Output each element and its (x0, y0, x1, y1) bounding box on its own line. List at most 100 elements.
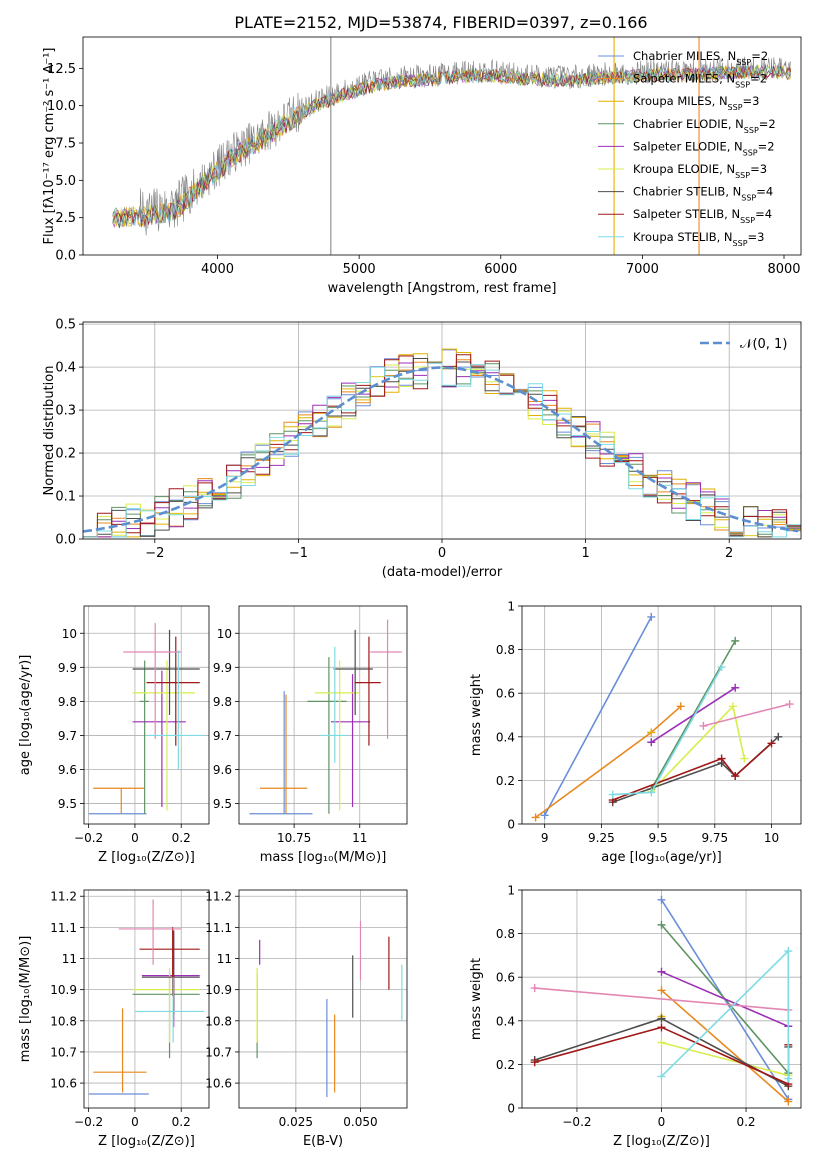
x-tick-label: 0 (438, 546, 446, 561)
y-tick-label: 11.2 (50, 890, 77, 904)
axes-frame (521, 889, 802, 1109)
y-tick-label: 0.2 (496, 1058, 515, 1072)
weight-series-line (661, 971, 789, 1028)
x-tick-label: 6000 (484, 262, 517, 277)
errorbar-point (93, 1008, 147, 1093)
y-tick-label: 9.5 (58, 797, 77, 811)
weight-series-line (661, 1041, 789, 1077)
plot-area (88, 899, 205, 1095)
axes-frame (83, 889, 210, 1109)
axis-ticks: −0.2 0 0.2 10.6 10.7 10.8 10.9 11 11.1 11.2 (50, 890, 190, 1129)
y-tick-label: 0.8 (496, 927, 515, 941)
gaussian-reference-line (83, 366, 799, 533)
y-tick-label: 7.5 (55, 137, 76, 152)
y-tick-label: 9.8 (213, 695, 232, 709)
legend-entry: Chabrier STELIB, NSSP=4 (633, 185, 773, 203)
x-axis-label: Z [log₁₀(Z/Z⊙)] (613, 1134, 710, 1149)
y-tick-label: 10.6 (50, 1077, 77, 1091)
y-tick-label: 0 (507, 1102, 515, 1116)
axis-ticks: −2 −1 0 1 2 0.0 0.1 0.2 0.3 0.4 0.5 (55, 318, 733, 561)
errorbar-point (132, 970, 200, 1059)
y-tick-label: 0.0 (55, 533, 76, 548)
x-tick-label: 9.75 (701, 831, 728, 845)
errorbar-point (118, 899, 182, 965)
y-tick-label: 0.3 (55, 404, 76, 419)
y-tick-label: 9.9 (213, 661, 232, 675)
y-tick-label: 0.2 (55, 447, 76, 462)
panel-mass-vs-Z: −0.2 0 0.2 10.6 10.7 10.8 10.9 11 11.1 11.2 Z [log… (18, 889, 210, 1149)
weight-series (540, 612, 656, 820)
weight-point-marker (784, 947, 793, 956)
x-tick-label: −0.2 (74, 831, 103, 845)
y-tick-label: 9.9 (58, 661, 77, 675)
y-tick-label: 11 (62, 952, 77, 966)
weight-point-marker (657, 1023, 666, 1032)
x-tick-label: 5000 (343, 262, 376, 277)
x-tick-label: 8000 (767, 262, 800, 277)
errorbar-point (249, 691, 313, 815)
y-tick-label: 11.1 (50, 921, 77, 935)
y-tick-label: 0.1 (55, 490, 76, 505)
x-tick-label: −2 (145, 546, 164, 561)
y-tick-label: 0.6 (496, 687, 515, 701)
plot-area (249, 619, 402, 815)
x-tick-label: 4000 (201, 262, 234, 277)
weight-series-line (650, 687, 736, 743)
x-axis-label: mass [log₁₀(M/M⊙)] (260, 850, 387, 865)
errorbar-point (354, 636, 381, 746)
panel-age-vs-Z: −0.2 0 0.2 9.5 9.6 9.7 9.8 9.9 10 Z [log₁₀(Z/Z⊙)]… (18, 605, 210, 865)
plot-area (256, 921, 403, 1098)
panel-residuals: −2 −1 0 1 2 0.0 0.1 0.2 0.3 0.4 0.5 (data-model)/er… (42, 318, 802, 580)
grid-lines (84, 890, 209, 1108)
x-tick-label: 0.025 (279, 1115, 313, 1129)
weight-point-marker (717, 663, 726, 672)
x-tick-label: 0.2 (736, 1115, 755, 1129)
axis-ticks: 10.75 11 9.5 9.6 9.7 9.8 9.9 10 (213, 627, 367, 845)
y-tick-label: 0.4 (496, 730, 515, 744)
y-tick-label: 0.8 (496, 643, 515, 657)
axes-frame (238, 605, 408, 825)
x-axis-label: (data-model)/error (382, 565, 503, 580)
weight-point-marker (647, 738, 656, 747)
weight-series (699, 700, 794, 730)
x-tick-label: 0.2 (172, 831, 191, 845)
spectrum-legend: Chabrier MILES, NSSP=2 Salpeter MILES, NS… (598, 49, 776, 247)
weight-series-line (534, 987, 789, 1011)
axis-ticks: 0.025 0.050 10.6 10.7 10.8 10.9 11 11.1 11.2 (205, 890, 377, 1129)
y-tick-label: 0 (507, 818, 515, 832)
plot-area (112, 37, 792, 255)
y-tick-label: 9.8 (58, 695, 77, 709)
x-tick-label: 0.050 (343, 1115, 377, 1129)
errorbar-point (260, 694, 308, 814)
weight-series (647, 728, 656, 737)
panel-weight-vs-Z: −0.2 0 0.2 0 0.2 0.4 0.6 0.8 1 Z [log₁₀(Z/Z⊙)] mas… (469, 884, 802, 1149)
x-tick-label: −0.2 (562, 1115, 591, 1129)
axes-frame (82, 36, 802, 256)
spectrum-model-line (112, 65, 792, 226)
weight-point-marker (530, 984, 539, 993)
y-tick-label: 9.5 (213, 797, 232, 811)
legend-entry: Salpeter STELIB, NSSP=4 (633, 207, 772, 225)
errorbar-point (132, 629, 200, 715)
spectrum-model-line (112, 65, 792, 226)
weight-point-marker (784, 1074, 793, 1083)
y-tick-label: 10.9 (205, 983, 232, 997)
errorbar-point (134, 977, 205, 1043)
y-tick-label: 12.5 (47, 62, 76, 77)
y-tick-label: 10.8 (205, 1014, 232, 1028)
x-tick-label: 10.75 (277, 831, 311, 845)
x-tick-label: −0.2 (74, 1115, 103, 1129)
x-tick-label: 0 (131, 831, 139, 845)
axis-ticks: 9 9.25 9.5 9.75 10 0 0.2 0.4 0.6 0.8 1 (496, 600, 779, 846)
y-tick-label: 11 (217, 952, 232, 966)
y-tick-label: 10 (217, 627, 232, 641)
weight-point-marker (740, 754, 749, 763)
y-tick-label: 0.2 (496, 774, 515, 788)
weight-point-marker (699, 721, 708, 730)
axis-ticks: 4000 5000 6000 7000 8000 0.0 2.5 5.0 7.5 10.0 12.5 (47, 62, 801, 277)
weight-point-marker (647, 612, 656, 621)
x-axis-label: wavelength [Angstrom, rest frame] (328, 281, 557, 296)
y-tick-label: 11.2 (205, 890, 232, 904)
x-tick-label: 0.2 (172, 1115, 191, 1129)
weight-series (657, 947, 793, 1083)
